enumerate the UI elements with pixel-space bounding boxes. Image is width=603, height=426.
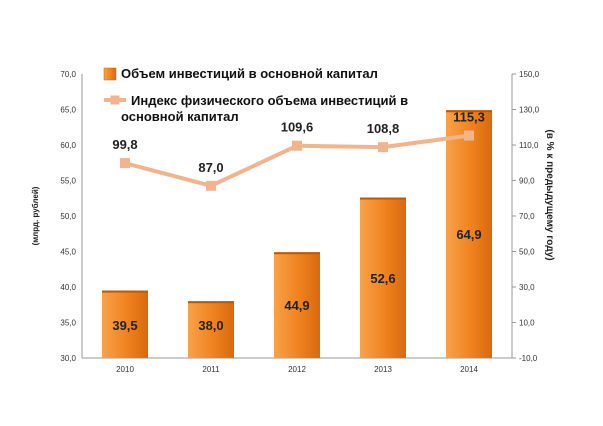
legend-line-label: Индекс физического объема инвестиций в ос… (121, 93, 408, 124)
bar-2011 (188, 301, 234, 358)
right-tick-label: 50,0 (519, 248, 535, 257)
bar-2013 (360, 197, 406, 358)
bar-value-label: 64,9 (456, 227, 481, 242)
bar-value-label: 52,6 (370, 271, 395, 286)
left-tick-label: 30,0 (60, 354, 76, 363)
bar-value-label: 44,9 (284, 298, 309, 313)
line-point-2011 (206, 180, 216, 191)
left-tick-label: 50,0 (60, 212, 76, 221)
line-point-2013 (378, 142, 388, 153)
bar-value-label: 39,5 (112, 318, 137, 333)
line-point-2014 (464, 130, 474, 141)
right-tick-label: 110,0 (519, 141, 539, 150)
bar-2010 (102, 290, 148, 358)
bar-value-label: 38,0 (198, 318, 223, 333)
line-point-2012 (292, 140, 302, 151)
bar-2014 (446, 110, 492, 359)
left-tick-label: 45,0 (60, 248, 76, 257)
bar-series (102, 110, 492, 359)
bar-top-edge (446, 110, 492, 113)
right-axis-title: (в % к предыдущему году) (544, 129, 555, 260)
bar-2012 (274, 252, 320, 358)
x-tick-labels: 2010 2011 2012 2013 2014 (116, 365, 478, 374)
legend-bar-swatch (103, 67, 117, 81)
bar-top-edge (360, 197, 406, 200)
line-value-labels: 99,8 87,0 109,6 108,8 115,3 (112, 110, 485, 175)
right-tick-label: 30,0 (519, 283, 535, 292)
right-tick-label: 150,0 (519, 70, 540, 79)
bar-top-edge (274, 252, 320, 255)
line-value-label: 109,6 (281, 120, 314, 135)
left-tick-label: 55,0 (60, 177, 76, 186)
legend-line-marker (110, 95, 120, 105)
line-value-label: 99,8 (112, 137, 137, 152)
legend: Объем инвестиций в основной капитал Инде… (103, 66, 408, 124)
line-series (120, 130, 474, 191)
x-tick-label: 2010 (116, 365, 134, 374)
line-point-2010 (120, 158, 130, 169)
left-tick-label: 65,0 (60, 106, 76, 115)
left-tick-labels: 30,0 35,0 40,0 45,0 50,0 55,0 60,0 65,0 70,0 (60, 70, 76, 363)
right-tick-label: 90,0 (519, 177, 535, 186)
line-value-label: 115,3 (453, 110, 485, 125)
left-tick-label: 70,0 (60, 70, 76, 79)
x-tick-label: 2013 (374, 365, 392, 374)
x-tick-label: 2011 (202, 365, 220, 374)
line-value-label: 87,0 (198, 160, 223, 175)
x-tick-label: 2012 (288, 365, 306, 374)
right-tick-label: 10,0 (519, 319, 535, 328)
right-tick-label: 130,0 (519, 106, 540, 115)
left-tick-label: 35,0 (60, 319, 76, 328)
left-axis-title: (млрд. рублей) (31, 186, 40, 245)
bar-value-labels: 39,5 38,0 44,9 52,6 64,9 (112, 227, 481, 333)
line-value-label: 108,8 (367, 121, 400, 136)
legend-bar-label: Объем инвестиций в основной капитал (121, 66, 378, 81)
left-tick-label: 60,0 (60, 141, 76, 150)
left-tick-label: 40,0 (60, 283, 76, 292)
right-tick-labels: -10,0 10,0 30,0 50,0 70,0 90,0 110,0 130,0 150,0 (512, 70, 540, 363)
x-tick-label: 2014 (460, 365, 478, 374)
right-tick-label: -10,0 (519, 354, 538, 363)
bar-top-edge (102, 290, 148, 293)
right-tick-label: 70,0 (519, 212, 535, 221)
bar-top-edge (188, 301, 234, 304)
